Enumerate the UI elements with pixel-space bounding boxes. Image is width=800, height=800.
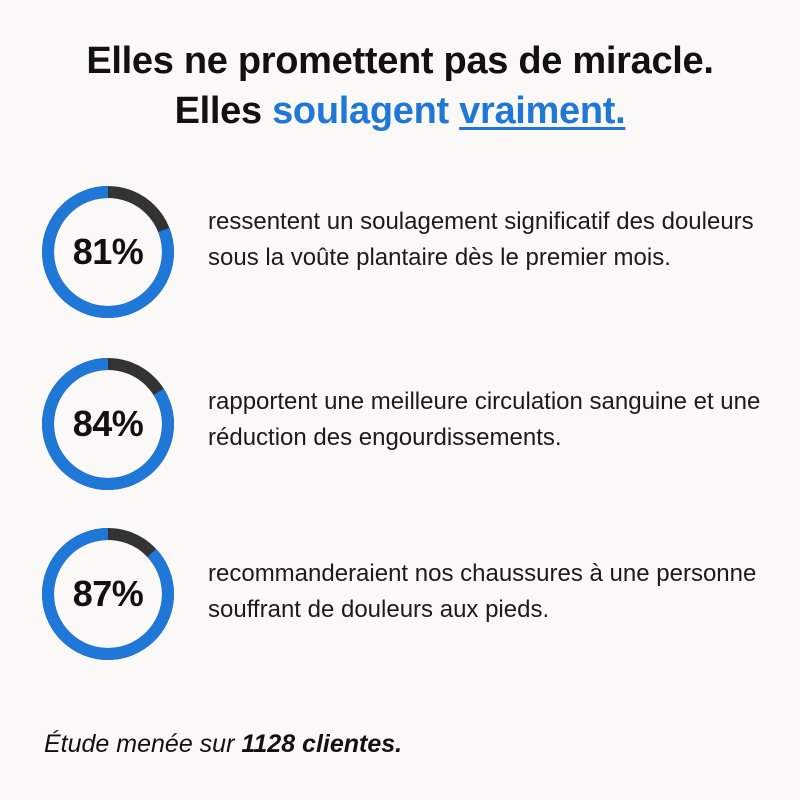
ring-fill [42, 358, 174, 490]
headline-prefix: Elles [174, 90, 273, 132]
stat-row-3: 87% recommanderaient nos chaussures à un… [0, 524, 800, 664]
stat-row-2: 84% rapportent une meilleure circulation… [0, 354, 800, 494]
footnote-prefix: Étude menée sur [44, 730, 242, 758]
ring-fill [42, 186, 174, 318]
progress-ring-3: 87% [38, 524, 178, 664]
headline: Elles ne promettent pas de miracle. Elle… [0, 36, 800, 136]
headline-link-word[interactable]: vraiment. [459, 90, 626, 132]
percent-label: 87% [72, 573, 144, 614]
ring-fill [42, 528, 174, 660]
headline-accent-word: soulagent [272, 90, 449, 132]
stat-description: ressentent un soulagement significatif d… [208, 208, 754, 271]
progress-ring-2: 84% [38, 354, 178, 494]
headline-space [449, 90, 459, 132]
headline-line-2: Elles soulagent vraiment. [0, 86, 800, 136]
study-footnote: Étude menée sur 1128 clientes. [44, 730, 402, 759]
stat-description: rapportent une meilleure circulation san… [208, 388, 761, 451]
progress-ring-1: 81% [38, 182, 178, 322]
percent-label: 81% [72, 231, 144, 272]
stat-description: recommanderaient nos chaussures à une pe… [208, 560, 757, 623]
percent-label: 84% [72, 403, 144, 444]
stat-row-1: 81% ressentent un soulagement significat… [0, 182, 800, 322]
headline-line-1: Elles ne promettent pas de miracle. [86, 40, 714, 82]
footnote-emphasis: 1128 clientes. [241, 730, 403, 758]
